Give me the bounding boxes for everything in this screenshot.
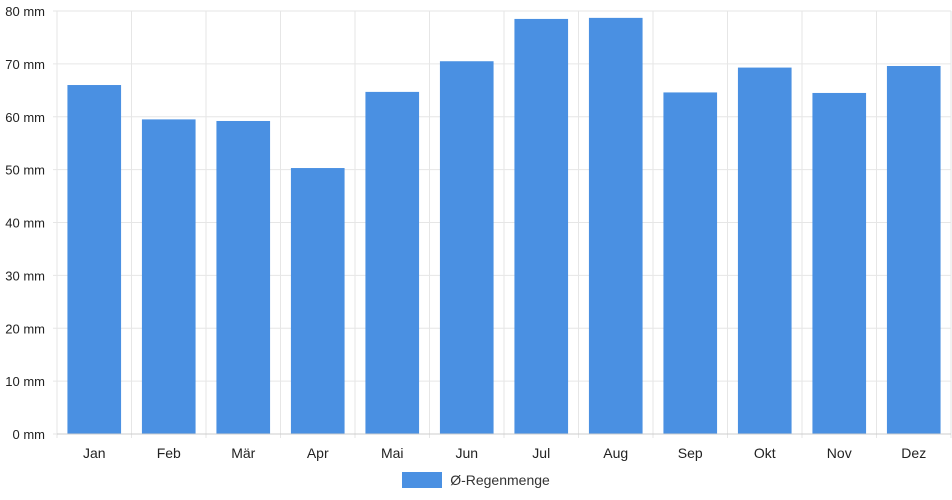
bar: [439, 61, 494, 434]
bar: [737, 67, 792, 435]
x-tick-label: Jan: [83, 445, 106, 461]
y-tick-label: 20 mm: [5, 321, 45, 336]
legend: Ø-Regenmenge: [0, 472, 952, 488]
y-tick-label: 60 mm: [5, 110, 45, 125]
bar: [290, 168, 345, 434]
y-tick-label: 70 mm: [5, 57, 45, 72]
x-tick-label: Mai: [381, 445, 404, 461]
bar: [67, 85, 122, 435]
y-tick-label: 0 mm: [13, 427, 46, 442]
x-tick-label: Jul: [532, 445, 550, 461]
bar: [216, 120, 271, 434]
legend-label: Ø-Regenmenge: [450, 472, 550, 488]
y-tick-label: 40 mm: [5, 216, 45, 231]
x-tick-label: Apr: [307, 445, 329, 461]
x-tick-label: Sep: [678, 445, 703, 461]
x-tick-label: Mär: [231, 445, 255, 461]
x-tick-label: Nov: [827, 445, 852, 461]
y-tick-label: 80 mm: [5, 4, 45, 19]
y-tick-label: 10 mm: [5, 374, 45, 389]
bar: [886, 65, 941, 435]
bar: [663, 92, 718, 435]
bar: [514, 18, 569, 435]
y-tick-label: 30 mm: [5, 268, 45, 283]
bar: [812, 92, 867, 435]
x-tick-label: Feb: [157, 445, 181, 461]
legend-swatch: [402, 472, 443, 488]
x-tick-label: Okt: [754, 445, 776, 461]
x-tick-label: Aug: [603, 445, 628, 461]
x-tick-label: Jun: [455, 445, 478, 461]
y-tick-label: 50 mm: [5, 163, 45, 178]
bar-chart: 0 mm 10 mm 20 mm 30 mm 40 mm 50 mm 60 mm 70 mm 8…: [5, 4, 952, 461]
bar: [588, 17, 643, 435]
bar: [365, 91, 420, 435]
x-tick-label: Dez: [901, 445, 926, 461]
bar: [141, 119, 196, 435]
